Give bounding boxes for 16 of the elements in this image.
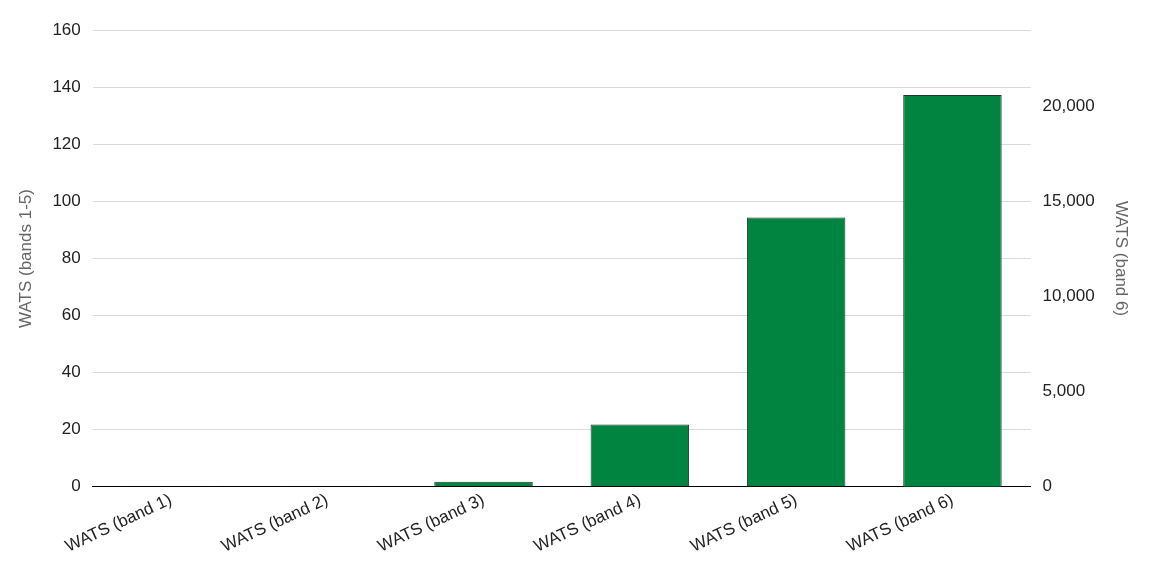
y-tick-label: 100 <box>52 191 81 211</box>
y-tick-label: 120 <box>52 134 81 154</box>
y2-tick-label: 0 <box>1042 476 1053 496</box>
y-tick-label: 80 <box>61 248 81 268</box>
y-tick-label: 20 <box>61 419 81 439</box>
y2-axis-title: WATS (band 6) <box>1112 200 1132 317</box>
y-tick-label: 0 <box>71 476 81 496</box>
y2-tick-label: 5,000 <box>1042 381 1086 401</box>
y-tick-label: 40 <box>61 362 81 382</box>
y2-tick-label: 15,000 <box>1042 191 1095 211</box>
y-axis-title: WATS (bands 1-5) <box>15 189 35 328</box>
y2-tick-label: 10,000 <box>1042 286 1095 306</box>
y2-tick-label: 20,000 <box>1042 95 1095 115</box>
y-tick-label: 140 <box>52 76 81 96</box>
y-tick-label: 60 <box>61 305 81 325</box>
y-tick-label: 160 <box>52 19 81 39</box>
